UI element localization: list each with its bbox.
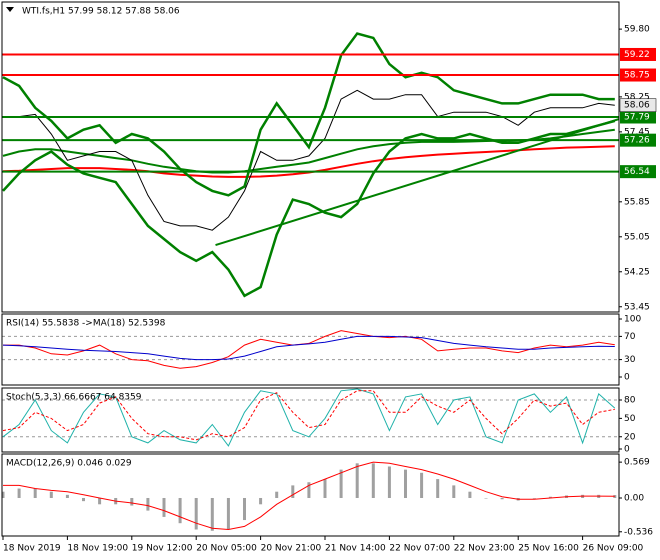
histogram-bar — [130, 497, 134, 506]
last-price: 58.06 — [624, 101, 650, 111]
histogram-bar — [500, 497, 504, 500]
y-tick-label: 55.85 — [624, 197, 650, 207]
histogram-bar — [307, 482, 311, 498]
series-line — [3, 89, 615, 231]
level-label-box — [620, 47, 656, 61]
panel — [2, 330, 619, 369]
trend-line — [215, 118, 619, 247]
x-tick-label: 18 Nov 2019 — [3, 544, 61, 554]
panel-title: MACD(12,26,9) 0.046 0.029 — [6, 459, 132, 469]
title-arrow — [6, 7, 14, 12]
level-label: 57.26 — [624, 136, 650, 146]
level-label: 57.79 — [624, 112, 650, 122]
histogram-bar — [65, 494, 69, 498]
histogram-bar — [339, 469, 343, 498]
y-tick-label: 58.25 — [624, 92, 650, 102]
x-tick-label: 21 Nov 14:00 — [325, 544, 386, 554]
series-line — [2, 388, 616, 447]
level-label: 56.54 — [624, 167, 650, 177]
panel-title: WTI.fs,H1 57.99 58.12 57.88 58.06 — [22, 7, 180, 17]
y-tick-label: 0 — [624, 372, 630, 382]
y-tick-label: 80 — [624, 396, 636, 406]
panel-frame — [1, 1, 620, 313]
y-tick-label: 59.80 — [624, 25, 650, 35]
y-tick-label: 30 — [624, 355, 636, 365]
panel — [2, 32, 619, 298]
histogram-bar — [17, 488, 21, 498]
panel-frame — [1, 313, 620, 386]
y-tick-label: 100 — [624, 314, 641, 324]
panel — [2, 461, 617, 531]
series-line — [2, 119, 616, 298]
panel — [2, 388, 619, 447]
x-tick-label: 22 Nov 07:00 — [389, 544, 450, 554]
series-line — [3, 461, 615, 531]
histogram-bar — [291, 485, 295, 498]
x-tick-label: 25 Nov 16:00 — [518, 544, 579, 554]
histogram-bar — [371, 463, 375, 498]
histogram-bar — [613, 495, 617, 498]
level-label-box — [620, 133, 656, 147]
series-line — [2, 390, 615, 441]
x-tick-label: 26 Nov 09:00 — [583, 544, 644, 554]
level-label-box — [620, 68, 656, 82]
histogram-bar — [420, 472, 424, 498]
y-tick-label: -0.536 — [624, 527, 653, 537]
x-tick-label: 19 Nov 12:00 — [132, 544, 193, 554]
panel-frame — [1, 453, 620, 537]
y-tick-label: 0.00 — [624, 493, 644, 503]
y-tick-label: 55.05 — [624, 232, 650, 242]
histogram-bar — [323, 479, 327, 498]
histogram-bar — [452, 485, 456, 498]
histogram-bar — [33, 488, 37, 498]
histogram-bar — [259, 497, 263, 505]
x-tick-label: 20 Nov 21:00 — [261, 544, 322, 554]
histogram-bar — [468, 491, 472, 498]
y-tick-label: 0 — [624, 444, 630, 454]
histogram-bar — [178, 497, 182, 524]
histogram-bar — [355, 463, 359, 498]
level-label: 59.22 — [624, 50, 650, 60]
histogram-bar — [532, 497, 536, 499]
y-tick-label: 53.45 — [624, 302, 650, 312]
y-tick-label: 54.25 — [624, 267, 650, 277]
histogram-bar — [387, 466, 391, 498]
histogram-bar — [275, 491, 279, 498]
histogram-bar — [404, 469, 407, 498]
histogram-bar — [243, 497, 246, 521]
panel-title: Stoch(5,3,3) 66.6667 64.8359 — [6, 393, 142, 403]
x-tick-label: 18 Nov 19:00 — [67, 544, 128, 554]
panel-title: RSI(14) 55.5838 ->MA(18) 52.5398 — [6, 319, 166, 329]
panel-frame — [1, 387, 620, 453]
y-tick-label: 0.569 — [624, 458, 650, 468]
price-box — [619, 98, 657, 112]
histogram-bar — [49, 491, 53, 498]
x-tick-label: 22 Nov 23:00 — [454, 544, 515, 554]
level-label-box — [620, 165, 656, 179]
histogram-bar — [210, 497, 214, 531]
histogram-bar — [98, 497, 102, 505]
series-line — [2, 335, 615, 361]
histogram-bar — [162, 497, 166, 517]
histogram-bar — [484, 497, 488, 499]
histogram-bar — [194, 497, 198, 530]
histogram-bar — [82, 497, 85, 502]
histogram-bar — [2, 491, 5, 498]
histogram-bar — [548, 496, 552, 498]
x-tick-label: 20 Nov 05:00 — [196, 544, 257, 554]
y-tick-label: 70 — [624, 332, 636, 342]
level-label-box — [620, 110, 656, 124]
histogram-bar — [226, 497, 230, 530]
histogram-bar — [146, 497, 150, 511]
series-line — [2, 32, 615, 197]
y-tick-label: 57.45 — [624, 127, 650, 137]
histogram-bar — [436, 479, 440, 498]
level-label: 58.75 — [624, 71, 650, 81]
y-tick-label: 50 — [624, 414, 636, 424]
y-tick-label: 20 — [624, 432, 636, 442]
